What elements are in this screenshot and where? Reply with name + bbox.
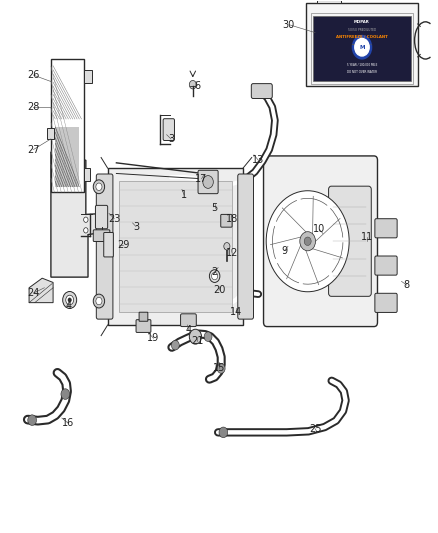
Text: 13: 13	[252, 155, 265, 165]
Circle shape	[61, 389, 70, 399]
Circle shape	[209, 270, 220, 282]
FancyBboxPatch shape	[180, 314, 196, 327]
Text: MOPAR: MOPAR	[354, 20, 370, 24]
FancyBboxPatch shape	[221, 214, 232, 227]
Text: DO NOT OVER WATER: DO NOT OVER WATER	[347, 70, 377, 74]
Circle shape	[63, 292, 77, 309]
Text: 2: 2	[212, 267, 218, 277]
Circle shape	[353, 36, 371, 59]
Text: 9: 9	[282, 246, 288, 255]
Circle shape	[66, 295, 74, 305]
FancyBboxPatch shape	[136, 320, 151, 333]
Bar	[55, 127, 79, 187]
Text: 20: 20	[213, 286, 225, 295]
Polygon shape	[29, 278, 53, 303]
Circle shape	[84, 217, 88, 222]
Bar	[317, 0, 341, 3]
Circle shape	[93, 180, 105, 193]
Text: 25: 25	[309, 424, 321, 434]
FancyBboxPatch shape	[93, 230, 110, 241]
Text: 26: 26	[27, 70, 39, 80]
FancyBboxPatch shape	[238, 174, 254, 319]
Circle shape	[93, 294, 105, 308]
Circle shape	[217, 364, 225, 373]
Text: 14: 14	[230, 306, 243, 317]
Text: 21: 21	[191, 336, 203, 346]
Bar	[84, 168, 90, 181]
Text: 4: 4	[65, 301, 71, 311]
Text: 16: 16	[62, 418, 74, 429]
Bar	[313, 15, 411, 82]
Text: 10: 10	[313, 224, 325, 235]
Text: 4: 4	[185, 325, 191, 335]
FancyBboxPatch shape	[163, 119, 174, 141]
FancyBboxPatch shape	[375, 293, 397, 312]
Circle shape	[68, 298, 71, 302]
Circle shape	[189, 80, 196, 89]
Text: ──────────────: ──────────────	[351, 43, 372, 47]
Bar	[51, 59, 84, 192]
Text: 3: 3	[168, 134, 174, 144]
Text: 3: 3	[133, 222, 139, 232]
Circle shape	[300, 232, 315, 251]
Text: 24: 24	[27, 288, 39, 298]
Text: 29: 29	[117, 240, 129, 250]
FancyBboxPatch shape	[375, 256, 397, 275]
Circle shape	[304, 237, 311, 246]
Circle shape	[84, 228, 88, 233]
Bar	[311, 13, 413, 84]
Circle shape	[189, 329, 201, 344]
Text: 28: 28	[27, 102, 39, 112]
Circle shape	[28, 415, 36, 425]
Text: 8: 8	[404, 280, 410, 290]
Text: M: M	[359, 45, 365, 50]
FancyBboxPatch shape	[139, 312, 148, 321]
FancyBboxPatch shape	[104, 232, 113, 257]
Circle shape	[219, 427, 228, 438]
Text: 23: 23	[108, 214, 120, 224]
Bar	[84, 70, 92, 83]
FancyBboxPatch shape	[375, 219, 397, 238]
FancyBboxPatch shape	[198, 170, 218, 193]
Text: 30: 30	[283, 20, 295, 30]
Circle shape	[266, 191, 349, 292]
Text: 5 YEAR / 100,000 MILE: 5 YEAR / 100,000 MILE	[347, 63, 377, 67]
Text: 19: 19	[147, 333, 159, 343]
Text: 50/50 PREDILUTED: 50/50 PREDILUTED	[348, 28, 376, 32]
Polygon shape	[51, 150, 106, 277]
Bar	[108, 168, 243, 325]
Text: 1: 1	[181, 190, 187, 200]
Circle shape	[355, 38, 369, 56]
FancyBboxPatch shape	[306, 3, 418, 86]
Circle shape	[96, 297, 102, 305]
Text: 17: 17	[195, 174, 208, 184]
FancyBboxPatch shape	[328, 186, 371, 296]
Text: ANTIFREEZE / COOLANT: ANTIFREEZE / COOLANT	[336, 35, 388, 39]
Bar	[47, 128, 54, 139]
Circle shape	[171, 341, 179, 350]
FancyBboxPatch shape	[264, 156, 378, 327]
Circle shape	[203, 175, 213, 188]
FancyBboxPatch shape	[95, 205, 108, 229]
Text: 18: 18	[226, 214, 238, 224]
Text: 12: 12	[226, 248, 238, 258]
Circle shape	[96, 183, 102, 190]
FancyBboxPatch shape	[251, 84, 272, 99]
Bar	[119, 181, 232, 312]
Circle shape	[212, 272, 218, 280]
FancyBboxPatch shape	[96, 174, 113, 319]
Circle shape	[224, 243, 230, 250]
Circle shape	[204, 332, 212, 342]
Text: 15: 15	[213, 362, 225, 373]
Text: 6: 6	[194, 81, 200, 91]
Text: 11: 11	[361, 232, 374, 243]
Text: 27: 27	[27, 144, 40, 155]
Text: 5: 5	[212, 203, 218, 213]
